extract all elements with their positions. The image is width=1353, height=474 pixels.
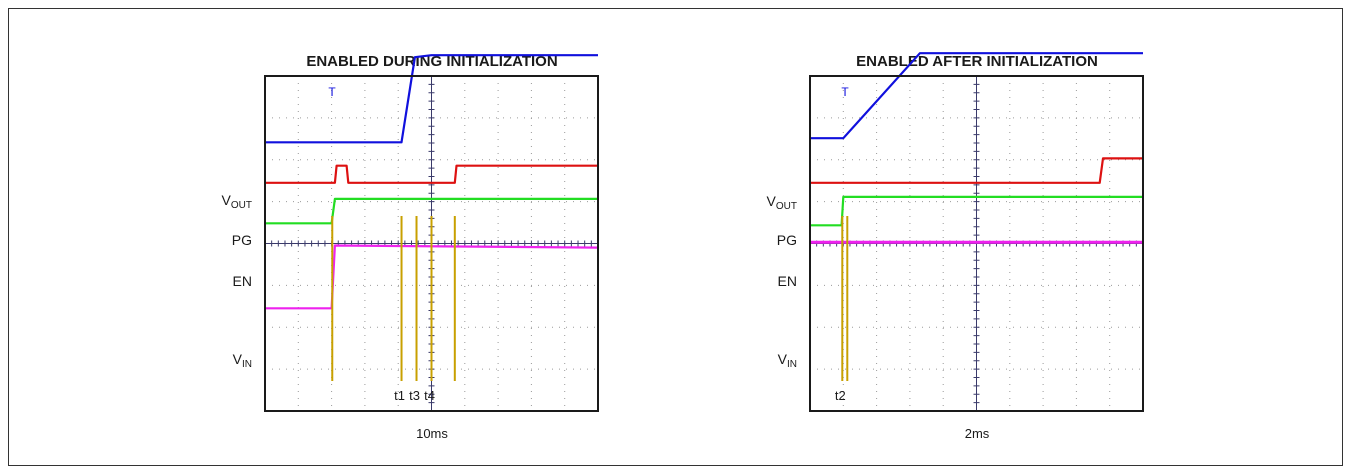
panel-enabled-during-init: ENABLED DURING INITIALIZATION t1 t3 t4 T 1… (222, 53, 599, 441)
channel-label-vout: VOUT (222, 192, 252, 211)
channel-label-main: EN (233, 273, 252, 289)
trace-en (810, 195, 1143, 227)
channel-label-main: V (222, 192, 232, 208)
panel-title: ENABLED DURING INITIALIZATION (306, 53, 557, 70)
channel-label-sub: IN (242, 359, 252, 370)
timing-markers: t2 (835, 216, 849, 403)
timing-marker-label: t4 (424, 388, 435, 403)
channel-label-pg: PG (232, 232, 252, 248)
channel-label-en: EN (233, 273, 252, 289)
panel-title: ENABLED AFTER INITIALIZATION (856, 53, 1098, 70)
channel-label-sub: OUT (776, 201, 797, 212)
trace-en (265, 197, 598, 225)
channel-label-vin: VIN (778, 351, 797, 370)
panel-enabled-after-init: ENABLED AFTER INITIALIZATION t2 T 2ms VO… (767, 52, 1144, 441)
channel-label-main: PG (232, 232, 252, 248)
trace-pg (265, 164, 598, 184)
channel-label-vout: VOUT (767, 193, 797, 212)
trigger-marker-icon: T (841, 85, 849, 99)
channel-label-pg: PG (777, 232, 797, 248)
time-scale-label: 2ms (965, 426, 990, 441)
channel-label-en: EN (778, 273, 797, 289)
trigger-marker-icon: T (328, 85, 336, 99)
traces (810, 52, 1143, 244)
scope-screen-border (809, 75, 1144, 412)
channel-label-main: V (778, 351, 788, 367)
channel-label-sub: OUT (231, 200, 252, 211)
trace-vout (265, 54, 598, 144)
channel-label-main: EN (778, 273, 797, 289)
channel-label-main: V (233, 351, 243, 367)
timing-marker-label: t1 (394, 388, 405, 403)
timing-markers: t1 t3 t4 (331, 216, 456, 403)
scope-screen-border (264, 75, 599, 412)
channel-label-vin: VIN (233, 351, 252, 370)
time-scale-label: 10ms (416, 426, 448, 441)
trace-pg (810, 157, 1143, 184)
channel-label-sub: IN (787, 359, 797, 370)
timing-marker-label: t3 (409, 388, 420, 403)
channel-label-main: V (767, 193, 777, 209)
channel-label-main: PG (777, 232, 797, 248)
timing-marker-label: t2 (835, 388, 846, 403)
trace-vout (810, 52, 1143, 140)
figure-frame (8, 8, 1343, 466)
